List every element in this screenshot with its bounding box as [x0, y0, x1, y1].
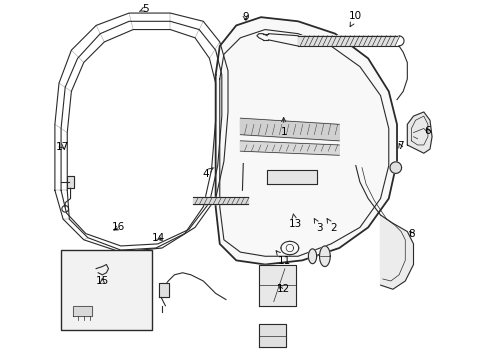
Text: 15: 15 — [96, 276, 109, 286]
Text: 12: 12 — [277, 284, 290, 294]
Text: 9: 9 — [242, 12, 248, 22]
Text: 6: 6 — [424, 126, 430, 135]
Text: 10: 10 — [348, 12, 362, 27]
Polygon shape — [389, 162, 401, 174]
Polygon shape — [259, 324, 285, 347]
Polygon shape — [259, 265, 295, 306]
Text: 2: 2 — [326, 219, 336, 233]
Polygon shape — [380, 215, 413, 289]
Polygon shape — [67, 176, 74, 188]
Text: 3: 3 — [314, 219, 323, 233]
Polygon shape — [266, 170, 316, 184]
Text: 7: 7 — [396, 141, 403, 151]
FancyBboxPatch shape — [61, 250, 151, 330]
Polygon shape — [319, 246, 329, 266]
Text: 11: 11 — [276, 251, 290, 266]
Polygon shape — [193, 197, 247, 204]
Text: 16: 16 — [112, 222, 125, 232]
Polygon shape — [240, 118, 339, 141]
Polygon shape — [407, 112, 431, 153]
Text: 8: 8 — [407, 229, 414, 239]
Text: 4: 4 — [202, 168, 213, 179]
Polygon shape — [73, 306, 92, 316]
Polygon shape — [308, 249, 316, 264]
Text: 1: 1 — [280, 117, 286, 136]
Polygon shape — [159, 283, 169, 297]
Polygon shape — [240, 141, 339, 155]
Polygon shape — [215, 17, 396, 265]
Polygon shape — [298, 36, 398, 46]
Text: 14: 14 — [152, 233, 165, 243]
Text: 5: 5 — [139, 4, 148, 14]
Text: 13: 13 — [288, 214, 301, 229]
Text: 17: 17 — [56, 142, 69, 152]
